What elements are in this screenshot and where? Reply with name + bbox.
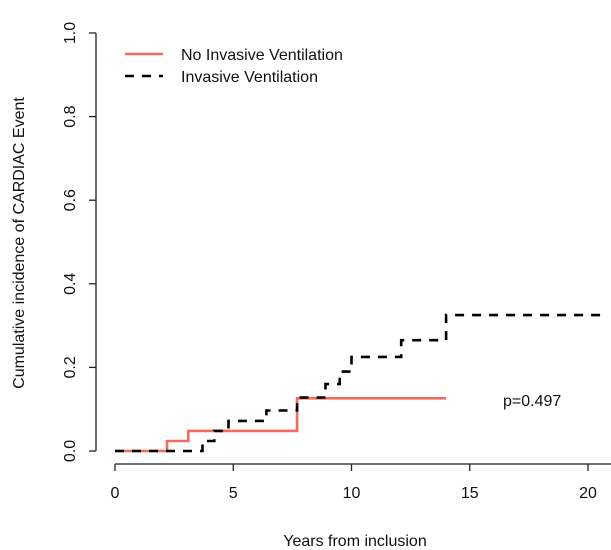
x-tick-label: 20 bbox=[579, 485, 597, 502]
series-line-no-invasive-ventilation bbox=[115, 397, 447, 453]
y-tick-label: 0.8 bbox=[62, 105, 79, 127]
y-tick-label: 0.0 bbox=[62, 440, 79, 462]
y-tick-label: 1.0 bbox=[62, 22, 79, 44]
y-axis-label: Cumulative incidence of CARDIAC Event bbox=[11, 97, 28, 389]
p-value-annotation: p=0.497 bbox=[503, 393, 561, 410]
axes: 0 5 10 15 20 0.0 0.2 0.4 0.6 0.8 1.0 bbox=[62, 22, 611, 502]
y-tick-label: 0.4 bbox=[62, 273, 79, 295]
y-tick-label: 0.6 bbox=[62, 189, 79, 211]
x-axis-label: Years from inclusion bbox=[283, 533, 426, 550]
series-layer bbox=[115, 313, 605, 453]
legend: No Invasive Ventilation Invasive Ventila… bbox=[125, 47, 343, 86]
x-tick-label: 15 bbox=[461, 485, 479, 502]
x-ticks: 0 5 10 15 20 bbox=[111, 464, 597, 502]
y-tick-label: 0.2 bbox=[62, 356, 79, 378]
legend-label-invasive-ventilation: Invasive Ventilation bbox=[181, 69, 318, 86]
x-tick-label: 10 bbox=[343, 485, 361, 502]
y-ticks: 0.0 0.2 0.4 0.6 0.8 1.0 bbox=[62, 22, 96, 462]
x-tick-label: 5 bbox=[229, 485, 238, 502]
x-tick-label: 0 bbox=[111, 485, 120, 502]
legend-label-no-invasive-ventilation: No Invasive Ventilation bbox=[181, 47, 343, 64]
